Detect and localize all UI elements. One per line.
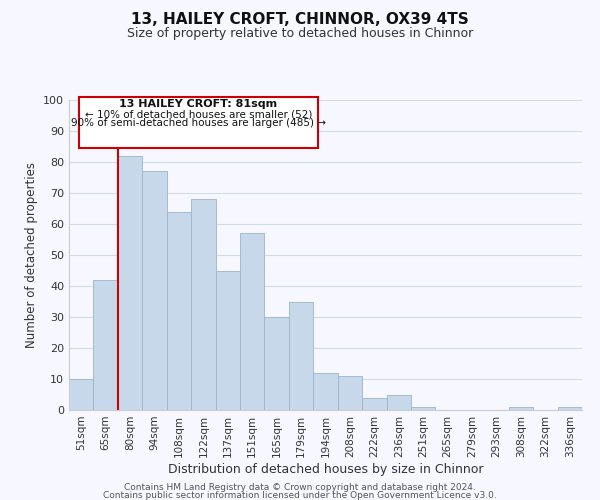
Bar: [240, 234, 265, 410]
Text: Contains public sector information licensed under the Open Government Licence v3: Contains public sector information licen…: [103, 490, 497, 500]
Bar: [118, 156, 142, 410]
Bar: [386, 394, 411, 410]
Text: 90% of semi-detached houses are larger (485) →: 90% of semi-detached houses are larger (…: [71, 118, 326, 128]
Text: 13 HAILEY CROFT: 81sqm: 13 HAILEY CROFT: 81sqm: [119, 100, 278, 110]
Bar: [338, 376, 362, 410]
Bar: [215, 270, 240, 410]
Text: 13, HAILEY CROFT, CHINNOR, OX39 4TS: 13, HAILEY CROFT, CHINNOR, OX39 4TS: [131, 12, 469, 28]
Bar: [69, 379, 94, 410]
Bar: [411, 407, 436, 410]
Bar: [557, 407, 582, 410]
Bar: [265, 317, 289, 410]
X-axis label: Distribution of detached houses by size in Chinnor: Distribution of detached houses by size …: [168, 462, 483, 475]
Bar: [362, 398, 386, 410]
Bar: [289, 302, 313, 410]
Bar: [142, 172, 167, 410]
Bar: [167, 212, 191, 410]
Text: Size of property relative to detached houses in Chinnor: Size of property relative to detached ho…: [127, 28, 473, 40]
Bar: [191, 199, 215, 410]
Bar: [313, 373, 338, 410]
Text: Contains HM Land Registry data © Crown copyright and database right 2024.: Contains HM Land Registry data © Crown c…: [124, 483, 476, 492]
Bar: [94, 280, 118, 410]
Text: ← 10% of detached houses are smaller (52): ← 10% of detached houses are smaller (52…: [85, 110, 312, 120]
Bar: [509, 407, 533, 410]
Y-axis label: Number of detached properties: Number of detached properties: [25, 162, 38, 348]
